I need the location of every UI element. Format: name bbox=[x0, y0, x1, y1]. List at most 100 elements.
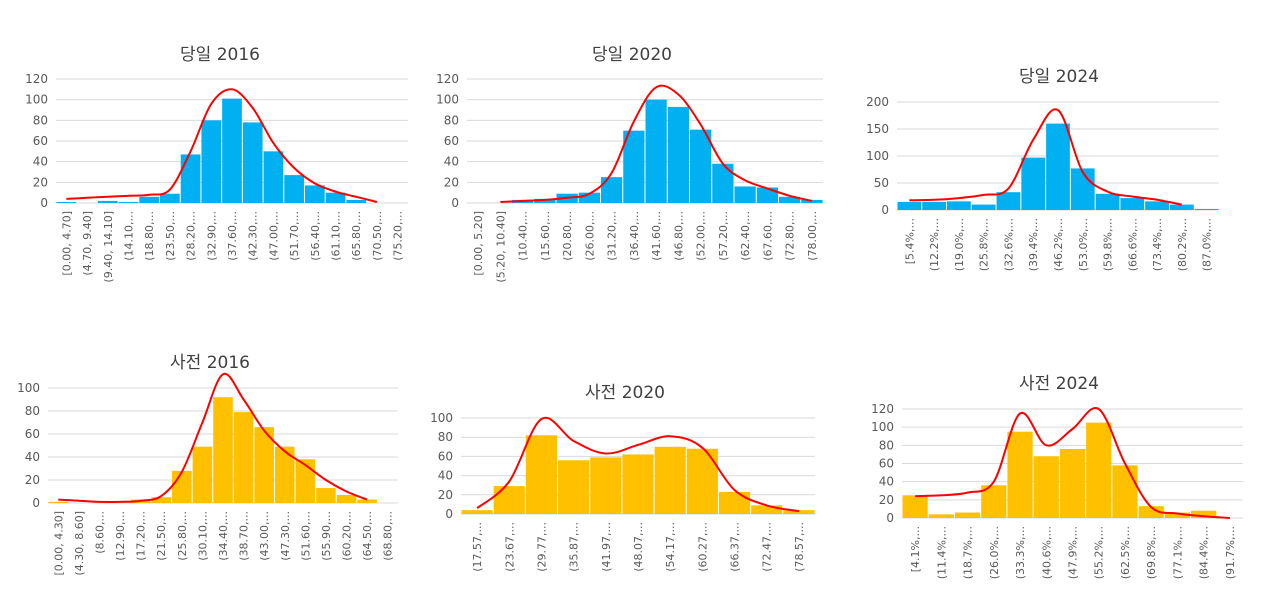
histogram-bar bbox=[1021, 157, 1046, 210]
y-tick-label: 0 bbox=[886, 511, 894, 525]
histogram-bar bbox=[558, 460, 590, 514]
x-tick-label: (51.60,... bbox=[299, 511, 312, 561]
histogram-bar bbox=[922, 201, 947, 210]
histogram-bar bbox=[902, 495, 928, 518]
density-curve bbox=[915, 406, 1230, 519]
histogram-bar bbox=[1095, 193, 1120, 210]
histogram-bar bbox=[654, 446, 686, 514]
histogram-bar bbox=[756, 187, 778, 203]
histogram-bar bbox=[578, 192, 600, 203]
histogram-bar bbox=[346, 199, 367, 203]
x-tick-label: (36.40,... bbox=[628, 211, 641, 261]
x-tick-label: (62.5%,... bbox=[1119, 526, 1132, 579]
histogram-bar bbox=[686, 448, 718, 514]
histogram-bar bbox=[1046, 123, 1070, 210]
histogram-bar bbox=[801, 199, 823, 203]
y-tick-label: 80 bbox=[33, 113, 48, 127]
histogram-bar bbox=[160, 193, 180, 203]
x-tick-label: (72.47,... bbox=[761, 522, 774, 572]
x-tick-label: (64.50,... bbox=[361, 511, 374, 561]
x-tick-label: (73.4%,... bbox=[1151, 218, 1164, 271]
histogram-bar bbox=[56, 201, 77, 203]
x-tick-label: (25.80,... bbox=[176, 511, 189, 561]
histogram-bar bbox=[325, 192, 346, 203]
histogram-bar bbox=[233, 412, 254, 503]
y-tick-label: 0 bbox=[881, 203, 889, 217]
histogram-bar bbox=[1164, 512, 1191, 518]
density-curve bbox=[58, 372, 368, 503]
y-tick-label: 20 bbox=[33, 175, 48, 189]
x-tick-label: (65.80,... bbox=[350, 211, 363, 261]
chart-title: 사전 2024 bbox=[1019, 374, 1099, 394]
x-tick-label: (28.20,... bbox=[185, 211, 198, 261]
x-tick-label: (41.97,... bbox=[600, 522, 613, 572]
x-tick-label: [0.00, 4.70] bbox=[60, 211, 73, 276]
x-tick-label: (32.90,... bbox=[205, 211, 218, 261]
histogram-bar bbox=[1112, 465, 1138, 518]
y-tick-label: 40 bbox=[25, 450, 40, 464]
x-tick-label: (17.57,... bbox=[471, 522, 484, 572]
histogram-bar bbox=[1007, 431, 1033, 518]
x-tick-label: (40.6%,... bbox=[1040, 526, 1053, 579]
x-tick-label: (78.00,... bbox=[806, 211, 819, 261]
x-tick-label: (41.60,... bbox=[650, 211, 663, 261]
histogram-bar bbox=[151, 497, 172, 503]
histogram-bar bbox=[718, 491, 751, 514]
x-tick-label: (47.9%,... bbox=[1067, 526, 1080, 579]
histogram-bar bbox=[1086, 422, 1112, 518]
histogram-bar bbox=[971, 204, 996, 210]
x-tick-label: (9.40, 14.10] bbox=[102, 211, 115, 283]
histogram-bar bbox=[461, 510, 493, 514]
histogram-bar bbox=[590, 457, 622, 514]
y-tick-label: 80 bbox=[444, 113, 459, 127]
y-tick-label: 0 bbox=[445, 507, 453, 521]
y-tick-label: 100 bbox=[871, 420, 894, 434]
x-tick-label: (26.0%,... bbox=[988, 526, 1001, 579]
y-tick-label: 120 bbox=[25, 72, 48, 86]
x-tick-label: (62.40,... bbox=[739, 211, 752, 261]
x-tick-label: (53.0%,... bbox=[1077, 218, 1090, 271]
y-tick-label: 100 bbox=[866, 149, 889, 163]
histogram-bar bbox=[213, 397, 233, 503]
histogram-bar bbox=[1194, 208, 1219, 210]
chart-panel-5: 사전 2024 0 20 40 60 80 100 120 [4.1%,... (11.4%,.… bbox=[871, 374, 1243, 579]
y-tick-label: 120 bbox=[436, 72, 459, 86]
x-tick-label: (31.20,... bbox=[606, 211, 619, 261]
x-tick-label: (11.4%,... bbox=[935, 526, 948, 579]
chart-panel-4: 사전 2020 0 20 40 60 80 100 (17.57,... (23.67,...… bbox=[430, 383, 815, 572]
histogram-bar bbox=[712, 163, 734, 203]
x-tick-label: (46.80,... bbox=[672, 211, 685, 261]
x-tick-label: (77.1%,... bbox=[1171, 526, 1184, 579]
histogram-bar bbox=[180, 154, 201, 203]
chart-title: 사전 2020 bbox=[585, 383, 665, 403]
histogram-bar bbox=[242, 122, 263, 203]
x-tick-label: [0.00, 4.30] bbox=[52, 511, 65, 576]
x-tick-label: (57.20,... bbox=[717, 211, 730, 261]
y-tick-label: 40 bbox=[33, 155, 48, 169]
x-tick-label: (5.20, 10.40] bbox=[494, 211, 507, 283]
y-tick-label: 0 bbox=[40, 196, 48, 210]
x-tick-label: (19.0%,... bbox=[953, 218, 966, 271]
histogram-bar bbox=[316, 488, 336, 503]
x-tick-label: (43.00,... bbox=[258, 511, 271, 561]
x-tick-label: (51.70,... bbox=[288, 211, 301, 261]
x-tick-label: (55.90,... bbox=[320, 511, 333, 561]
x-tick-label: (48.07,... bbox=[632, 522, 645, 572]
x-tick-label: (8.60,... bbox=[93, 511, 106, 554]
x-tick-label: (91.7%,... bbox=[1224, 526, 1237, 579]
chart-title: 사전 2016 bbox=[170, 353, 250, 373]
y-tick-label: 20 bbox=[879, 493, 894, 507]
x-tick-label: (29.77,... bbox=[535, 522, 548, 572]
histogram-bar bbox=[97, 200, 118, 203]
histogram-bar bbox=[357, 499, 377, 503]
histogram-bar bbox=[996, 192, 1021, 210]
density-curve bbox=[476, 416, 800, 513]
x-tick-label: (23.67,... bbox=[503, 522, 516, 572]
histogram-bar bbox=[172, 470, 192, 503]
density-curve bbox=[66, 88, 378, 203]
histogram-bar bbox=[493, 486, 525, 514]
y-tick-label: 150 bbox=[866, 122, 889, 136]
y-tick-label: 60 bbox=[33, 134, 48, 148]
x-tick-label: (55.2%,... bbox=[1093, 526, 1106, 579]
